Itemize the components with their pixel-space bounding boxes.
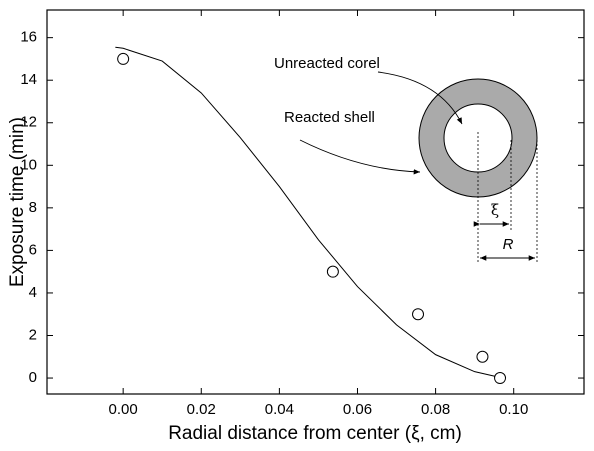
annotation: Reacted shell	[284, 109, 375, 126]
y-tick-label: 4	[29, 284, 37, 301]
arrow	[299, 139, 421, 175]
data-point	[326, 265, 339, 278]
x-axis-label: Radial distance from center (ξ, cm)	[168, 423, 462, 444]
y-axis-label: Exposure time (min)	[7, 117, 28, 287]
x-tick-label: 0.04	[265, 401, 294, 418]
y-tick-label: 2	[29, 326, 37, 343]
data-point	[476, 350, 489, 363]
annotation: Unreacted corel	[274, 55, 380, 72]
y-tick-label: 16	[20, 29, 37, 46]
x-tick-label: 0.06	[343, 401, 372, 418]
data-point	[412, 308, 425, 321]
y-tick-label: 14	[20, 71, 37, 88]
y-tick-label: 6	[29, 241, 37, 258]
inset-diagram: Unreacted corel Reacted shell ξ R	[274, 55, 538, 262]
x-tick-label: 0.08	[421, 401, 450, 418]
data-point	[117, 52, 130, 65]
x-tick-label: 0.02	[187, 401, 216, 418]
x-tick-label: 0.00	[109, 401, 138, 418]
plot-frame	[46, 9, 585, 395]
y-tick-label: 8	[29, 199, 37, 216]
y-tick-label: 0	[29, 369, 37, 386]
annotation: ξ	[491, 201, 499, 219]
x-tick-label: 0.10	[499, 401, 528, 418]
fit-line	[115, 46, 499, 378]
arrow	[377, 71, 463, 125]
y-tick-label: 12	[20, 114, 37, 131]
annotation: R	[503, 236, 514, 253]
data-point	[494, 372, 507, 385]
y-tick-label: 10	[20, 156, 37, 173]
